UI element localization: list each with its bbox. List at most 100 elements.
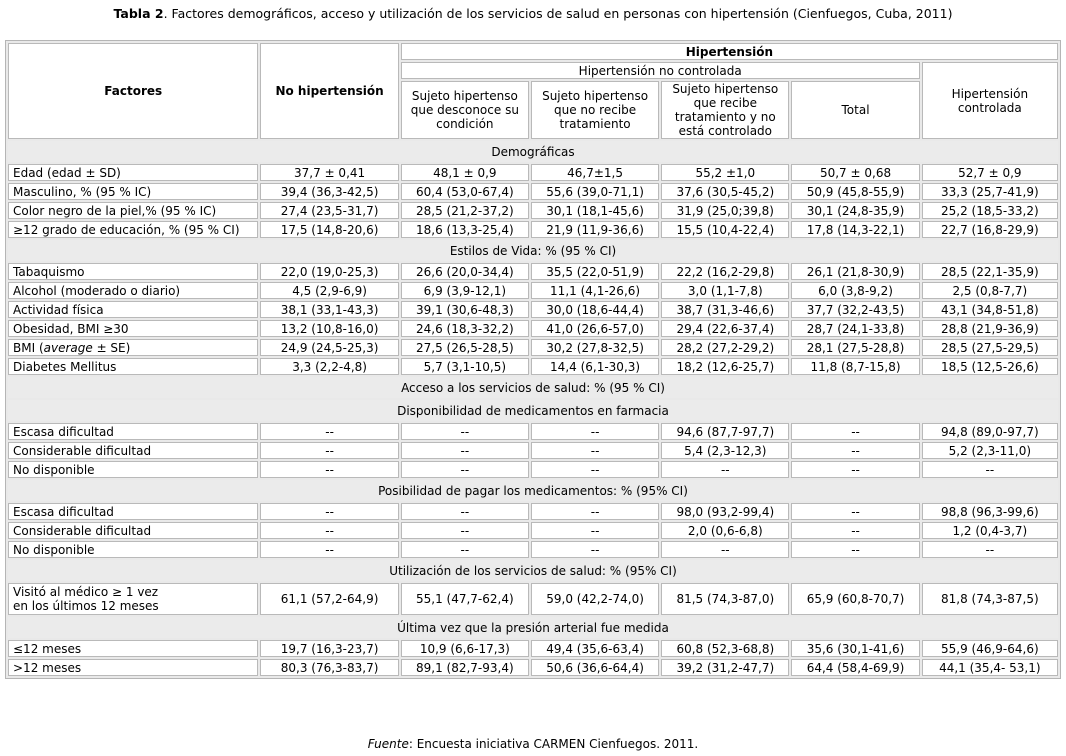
row-label: ≥12 grado de educación, % (95 % CI) [8,221,259,238]
header-total: Total [791,81,920,139]
source-note: Fuente: Encuesta iniciativa CARMEN Cienf… [0,737,1066,751]
table-cell: 81,8 (74,3-87,5) [921,583,1058,615]
table-cell: 28,8 (21,9-36,9) [921,320,1058,337]
table-cell: -- [530,442,660,459]
table-row: Considerable dificultad -- -- -- 5,4 (2,3-12… [8,442,1058,459]
table-cell: 26,1 (21,8-30,9) [791,263,920,280]
table-caption: Tabla 2. Factores demográficos, acceso y… [0,0,1066,36]
table-cell: 44,1 (35,4- 53,1) [921,659,1058,676]
caption-label: Tabla 2 [113,6,164,21]
source-label: Fuente [367,737,409,751]
table-cell: 27,5 (26,5-28,5) [400,339,529,356]
row-label-text: Diabetes Mellitus [13,359,117,374]
table-cell: -- [260,442,399,459]
row-label-text: Escasa dificultad [13,504,114,519]
table-row: Edad (edad ± SD) 37,7 ± 0,41 48,1 ± 0,9 46,… [8,164,1058,181]
table-cell: -- [921,461,1058,478]
table-cell: 50,6 (36,6-64,4) [530,659,660,676]
table-row: ≤12 meses 19,7 (16,3-23,7) 10,9 (6,6-17,3)… [8,640,1058,657]
section-heading: Última vez que la presión arterial fue m… [8,617,1058,638]
section-row: Demográficas [8,141,1058,162]
table-cell: -- [400,503,529,520]
table-cell: 50,9 (45,8-55,9) [791,183,920,200]
row-label-emphasis: average [43,340,93,355]
table-cell: 98,8 (96,3-99,6) [921,503,1058,520]
table-cell: 89,1 (82,7-93,4) [400,659,529,676]
table-cell: 98,0 (93,2-99,4) [661,503,790,520]
table-cell: 28,2 (27,2-29,2) [661,339,790,356]
table-cell: 5,7 (3,1-10,5) [400,358,529,375]
table-cell: -- [400,522,529,539]
table-cell: 4,5 (2,9-6,9) [260,282,399,299]
table-cell: -- [400,423,529,440]
table-cell: 65,9 (60,8-70,7) [791,583,920,615]
table-cell: 55,1 (47,7-62,4) [400,583,529,615]
table-cell: -- [530,541,660,558]
table-cell: 35,6 (30,1-41,6) [791,640,920,657]
table-cell: -- [530,423,660,440]
row-label: Diabetes Mellitus [8,358,259,375]
table-cell: 33,3 (25,7-41,9) [921,183,1058,200]
row-label: No disponible [8,461,259,478]
table-cell: -- [260,541,399,558]
table-cell: 81,5 (74,3-87,0) [661,583,790,615]
table-cell: -- [661,461,790,478]
table-cell: 24,6 (18,3-32,2) [400,320,529,337]
table-cell: 28,5 (21,2-37,2) [400,202,529,219]
row-label-text: No disponible [13,542,95,557]
table-cell: 59,0 (42,2-74,0) [530,583,660,615]
table-cell: 21,9 (11,9-36,6) [530,221,660,238]
table-cell: 30,1 (18,1-45,6) [530,202,660,219]
table-cell: 3,3 (2,2-4,8) [260,358,399,375]
table-cell: 39,1 (30,6-48,3) [400,301,529,318]
section-heading: Disponibilidad de medicamentos en farmac… [8,400,1058,421]
table-cell: 94,8 (89,0-97,7) [921,423,1058,440]
table-cell: 39,2 (31,2-47,7) [661,659,790,676]
table-cell: 37,7 (32,2-43,5) [791,301,920,318]
row-label-text: BMI ( [13,340,44,355]
table-row: No disponible -- -- -- -- -- -- [8,461,1058,478]
row-label: BMI (average ± SE) [8,339,259,356]
row-label: Color negro de la piel,% (95 % IC) [8,202,259,219]
row-label: Alcohol (moderado o diario) [8,282,259,299]
table-cell: -- [260,461,399,478]
row-label-text: ≥12 grado de educación, % (95 % CI) [13,222,240,237]
table-row: >12 meses 80,3 (76,3-83,7) 89,1 (82,7-93,4… [8,659,1058,676]
table-row: ≥12 grado de educación, % (95 % CI) 17,5 … [8,221,1058,238]
table-cell: 94,6 (87,7-97,7) [661,423,790,440]
table-cell: -- [260,522,399,539]
table-cell: 28,5 (27,5-29,5) [921,339,1058,356]
section-row: Última vez que la presión arterial fue m… [8,617,1058,638]
table-cell: 50,7 ± 0,68 [791,164,920,181]
row-label-text: Visitó al médico ≥ 1 vez [13,585,159,599]
table-cell: 38,1 (33,1-43,3) [260,301,399,318]
table-cell: 13,2 (10,8-16,0) [260,320,399,337]
section-heading: Acceso a los servicios de salud: % (95 %… [8,377,1058,398]
table-cell: 5,2 (2,3-11,0) [921,442,1058,459]
table-row: Actividad física 38,1 (33,1-43,3) 39,1 (30… [8,301,1058,318]
table-cell: 22,0 (19,0-25,3) [260,263,399,280]
section-heading: Demográficas [8,141,1058,162]
table-cell: -- [661,541,790,558]
table-cell: 37,7 ± 0,41 [260,164,399,181]
table-cell: 28,5 (22,1-35,9) [921,263,1058,280]
row-label-suffix: ± SE) [92,340,131,355]
table-cell: 22,2 (16,2-29,8) [661,263,790,280]
table-cell: 27,4 (23,5-31,7) [260,202,399,219]
header-no-tratamiento: Sujeto hipertenso que no recibe tratamie… [530,81,660,139]
table-cell: 30,0 (18,6-44,4) [530,301,660,318]
table-cell: 43,1 (34,8-51,8) [921,301,1058,318]
table-cell: 55,2 ±1,0 [661,164,790,181]
row-label: Actividad física [8,301,259,318]
header-no-hipertension: No hipertensión [260,43,399,139]
row-label: Edad (edad ± SD) [8,164,259,181]
table-cell: 61,1 (57,2-64,9) [260,583,399,615]
table-cell: -- [921,541,1058,558]
table-cell: 48,1 ± 0,9 [400,164,529,181]
table-cell: 15,5 (10,4-22,4) [661,221,790,238]
table-cell: -- [260,423,399,440]
table-row: Visitó al médico ≥ 1 vez en los últimos 1… [8,583,1058,615]
table-cell: 14,4 (6,1-30,3) [530,358,660,375]
row-label-text: >12 meses [13,660,82,675]
table-cell: 37,6 (30,5-45,2) [661,183,790,200]
